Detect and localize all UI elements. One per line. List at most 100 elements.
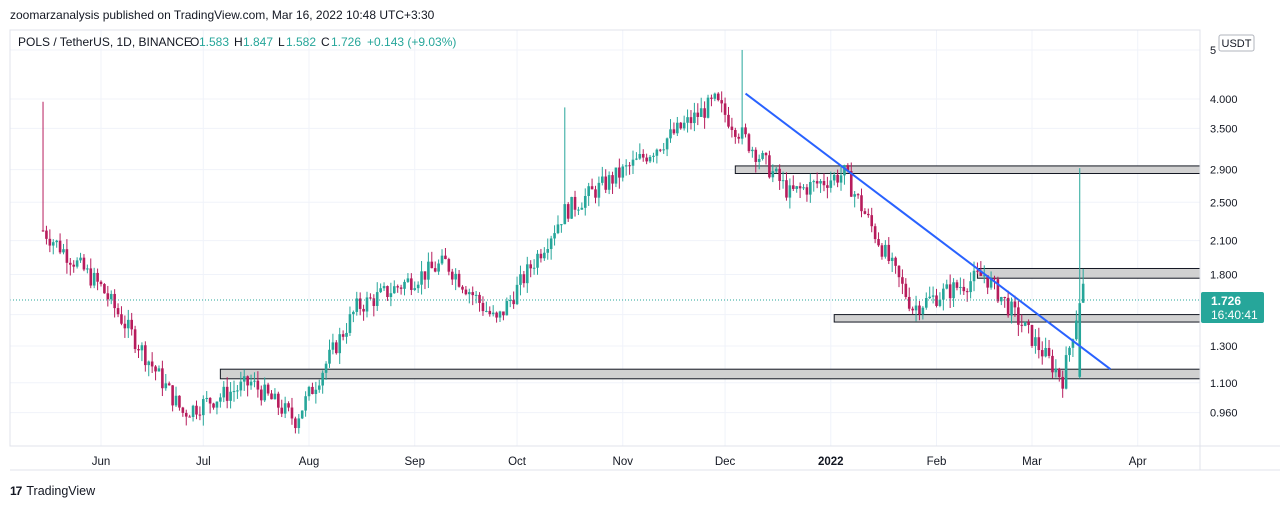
candle-body — [311, 386, 314, 395]
candle-body — [137, 349, 140, 351]
time-axis[interactable]: Jun Jul Aug Sep Oct Nov Dec 2022 Feb Mar Apr — [92, 456, 1147, 468]
currency-label: USDT — [1222, 38, 1252, 50]
candle-body — [706, 97, 710, 118]
ohlc-close: 1.726 — [331, 35, 361, 49]
candle-body — [457, 273, 461, 287]
candle-body — [601, 176, 604, 183]
candle-body — [965, 291, 969, 293]
candle-body — [720, 100, 723, 104]
candle-body — [328, 349, 331, 364]
candle-body — [812, 181, 816, 183]
candle-body — [290, 407, 294, 419]
candle-body — [338, 334, 342, 354]
candle-body — [304, 396, 307, 411]
candle-body — [989, 278, 993, 288]
candle-body — [314, 389, 318, 395]
candle-body — [948, 284, 952, 299]
candle-body — [846, 165, 850, 172]
candle-body — [1027, 322, 1030, 325]
candle-body — [222, 386, 226, 398]
candle-body — [935, 295, 938, 306]
candle-body — [1030, 324, 1034, 346]
candle-body — [928, 296, 931, 299]
candle-body — [563, 204, 567, 225]
candle-body — [525, 264, 529, 284]
candle-body — [372, 298, 376, 306]
candle-body — [440, 255, 444, 264]
currency-button[interactable]: USDT — [1218, 34, 1255, 52]
candle-body — [1003, 296, 1007, 298]
candle-body — [335, 342, 338, 354]
candle-body — [979, 271, 983, 276]
candle-body — [573, 196, 577, 210]
candle-body — [993, 278, 996, 280]
candle-body — [239, 381, 243, 391]
candle-body — [345, 332, 348, 337]
candle-body — [375, 292, 379, 306]
candle-body — [546, 249, 550, 253]
candle-body — [897, 265, 901, 278]
candle-body — [140, 345, 144, 351]
candle-body — [126, 319, 130, 329]
candle-body — [69, 262, 72, 265]
candle-body — [109, 293, 113, 300]
candle-body — [918, 305, 921, 315]
candle-body — [1054, 368, 1058, 373]
candle-body — [809, 182, 812, 195]
candle-body — [433, 268, 437, 272]
candle-body — [716, 93, 720, 101]
candle-body — [560, 224, 563, 226]
candle-body — [604, 176, 608, 190]
candle-body — [543, 252, 546, 259]
candle-body — [1078, 303, 1082, 377]
candle-body — [822, 181, 826, 186]
candle-body — [798, 186, 802, 189]
candle-body — [1013, 301, 1017, 308]
candle-body — [352, 311, 355, 315]
zone-box — [976, 267, 1201, 279]
candle-body — [843, 165, 846, 176]
candle-body — [907, 296, 911, 309]
candle-body — [512, 299, 515, 305]
y-tick-label: 2.500 — [1210, 197, 1238, 209]
candle-body — [703, 108, 706, 118]
trendline — [744, 92, 1112, 370]
candle-body — [802, 187, 805, 189]
candle-body — [369, 297, 372, 299]
candle-body — [597, 182, 601, 198]
candle-body — [536, 253, 539, 268]
candle-body — [382, 286, 386, 289]
candle-body — [508, 299, 512, 302]
y-tick-label: 4.000 — [1210, 94, 1238, 106]
candle-body — [751, 149, 754, 152]
candle-body — [689, 117, 693, 124]
candle-body — [1000, 296, 1003, 302]
candle-body — [130, 319, 133, 330]
candle-body — [270, 393, 273, 400]
candle-body — [485, 310, 488, 312]
candle-body — [1044, 347, 1047, 357]
candle-body — [106, 293, 110, 300]
candle-body — [921, 307, 925, 315]
candle-body — [392, 286, 396, 294]
x-tick-label: Nov — [613, 456, 634, 468]
candle-body — [696, 112, 700, 117]
candle-body — [955, 282, 959, 288]
candle-body — [594, 189, 597, 198]
candle-body — [307, 386, 311, 397]
candle-body — [65, 249, 69, 263]
candle-body — [191, 405, 195, 417]
candle-body — [202, 399, 205, 416]
candle-body — [686, 117, 689, 123]
candle-body — [924, 298, 928, 308]
candle-body — [430, 261, 434, 269]
candle-body — [502, 311, 505, 316]
candle-body — [699, 108, 703, 117]
candle-body — [300, 410, 304, 419]
candle-body — [450, 271, 454, 280]
candle-body — [188, 416, 191, 418]
candle-body — [181, 407, 185, 413]
candle-body — [819, 181, 822, 184]
candle-body — [1061, 376, 1064, 389]
